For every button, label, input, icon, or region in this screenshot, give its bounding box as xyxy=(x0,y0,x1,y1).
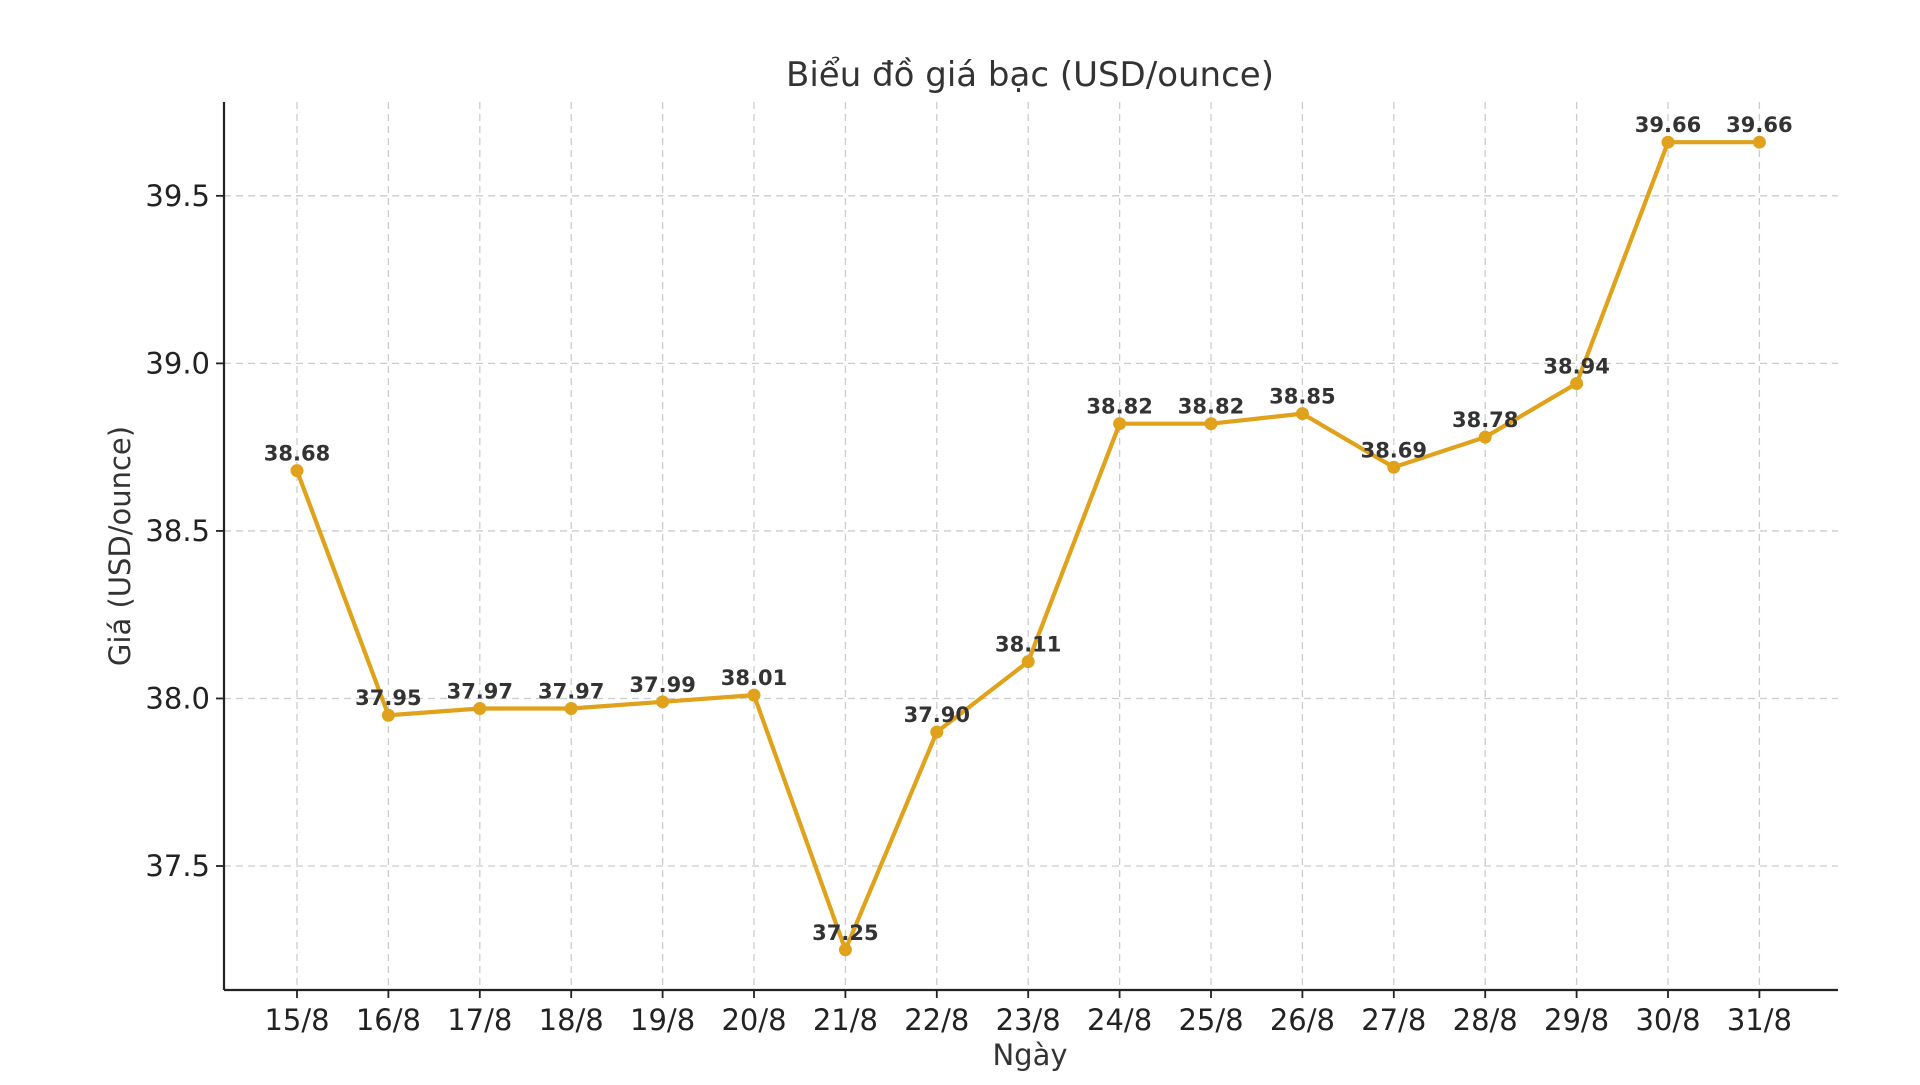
data-point xyxy=(564,702,578,716)
x-tick-label: 23/8 xyxy=(996,1003,1061,1037)
y-tick-label: 39.5 xyxy=(145,179,210,213)
y-tick-label: 39.0 xyxy=(145,346,210,380)
x-tick-label: 28/8 xyxy=(1453,1003,1518,1037)
data-label: 37.90 xyxy=(904,703,970,727)
data-point xyxy=(1204,417,1218,431)
data-point xyxy=(1752,135,1766,149)
data-label: 37.25 xyxy=(812,921,878,945)
data-label: 38.78 xyxy=(1452,408,1518,432)
x-tick-label: 15/8 xyxy=(264,1003,329,1037)
x-axis-label: Ngày xyxy=(992,1038,1067,1072)
x-tick-label: 25/8 xyxy=(1178,1003,1243,1037)
data-point xyxy=(1478,430,1492,444)
x-tick-label: 29/8 xyxy=(1544,1003,1609,1037)
data-label: 38.69 xyxy=(1361,438,1427,462)
data-point xyxy=(290,464,304,478)
axes-layer xyxy=(222,102,1838,992)
data-point xyxy=(656,695,670,709)
data-point xyxy=(1295,407,1309,421)
y-tick-label: 38.5 xyxy=(145,514,210,548)
data-labels-layer: 38.68 37.95 37.97 37.97 37.99 38.01 37.25 37.90… xyxy=(264,113,1793,945)
data-label: 38.11 xyxy=(995,633,1061,657)
data-label: 39.66 xyxy=(1635,113,1701,137)
data-point xyxy=(1570,376,1584,390)
ticks-layer: 15/8 16/8 17/8 18/8 19/8 20/8 21/8 22/8 23/8 24/8… xyxy=(145,179,1792,1037)
data-point xyxy=(381,708,395,722)
data-point xyxy=(747,688,761,702)
data-point xyxy=(1113,417,1127,431)
x-tick-label: 30/8 xyxy=(1635,1003,1700,1037)
x-tick-label: 19/8 xyxy=(630,1003,695,1037)
data-point xyxy=(1387,460,1401,474)
y-tick-label: 37.5 xyxy=(145,849,210,883)
data-point xyxy=(1661,135,1675,149)
grid-layer xyxy=(224,102,1838,990)
data-label: 38.82 xyxy=(1178,395,1244,419)
data-point xyxy=(1021,655,1035,669)
x-tick-label: 31/8 xyxy=(1727,1003,1792,1037)
x-tick-label: 26/8 xyxy=(1270,1003,1335,1037)
data-label: 38.68 xyxy=(264,442,330,466)
data-point xyxy=(473,702,487,716)
chart-title: Biểu đồ giá bạc (USD/ounce) xyxy=(786,55,1274,95)
data-point xyxy=(838,943,852,957)
data-label: 39.66 xyxy=(1726,113,1792,137)
x-tick-label: 22/8 xyxy=(904,1003,969,1037)
data-label: 38.85 xyxy=(1269,385,1335,409)
data-label: 37.99 xyxy=(629,673,695,697)
data-label: 37.97 xyxy=(447,680,513,704)
x-tick-label: 18/8 xyxy=(539,1003,604,1037)
data-label: 37.97 xyxy=(538,680,604,704)
data-point xyxy=(930,725,944,739)
data-label: 38.94 xyxy=(1543,354,1609,378)
x-tick-label: 27/8 xyxy=(1361,1003,1426,1037)
series-layer xyxy=(290,135,1766,957)
y-tick-label: 38.0 xyxy=(145,681,210,715)
x-tick-label: 16/8 xyxy=(356,1003,421,1037)
data-label: 37.95 xyxy=(355,686,421,710)
y-axis-label: Giá (USD/ounce) xyxy=(103,426,137,666)
data-label: 38.01 xyxy=(721,666,787,690)
x-tick-label: 21/8 xyxy=(813,1003,878,1037)
x-tick-label: 24/8 xyxy=(1087,1003,1152,1037)
data-label: 38.82 xyxy=(1086,395,1152,419)
x-tick-label: 17/8 xyxy=(447,1003,512,1037)
x-tick-label: 20/8 xyxy=(721,1003,786,1037)
